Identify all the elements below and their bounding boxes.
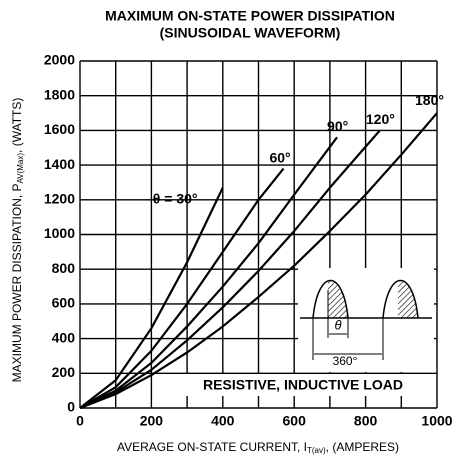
x-tick-label: 1000 bbox=[421, 413, 452, 429]
x-tick-label: 600 bbox=[283, 413, 307, 429]
y-label-end: , (WATTS) bbox=[10, 98, 24, 153]
y-tick-label: 1400 bbox=[44, 156, 75, 172]
chart-title: MAXIMUM ON-STATE POWER DISSIPATION bbox=[105, 8, 395, 24]
y-tick-label: 400 bbox=[52, 329, 76, 345]
curve bbox=[79, 112, 438, 410]
curve bbox=[79, 129, 381, 410]
x-label-end: , (AMPERES) bbox=[326, 440, 399, 454]
y-tick-label: 1000 bbox=[44, 225, 75, 241]
curve bbox=[79, 136, 338, 409]
y-tick-label: 600 bbox=[52, 295, 76, 311]
x-axis-label: AVERAGE ON-STATE CURRENT, IT(av), (AMPER… bbox=[117, 440, 399, 455]
curve-label: θ = 30° bbox=[153, 190, 198, 206]
x-label-main: AVERAGE ON-STATE CURRENT, I bbox=[117, 440, 307, 454]
x-tick-label: 800 bbox=[354, 413, 378, 429]
x-tick-label: 400 bbox=[211, 413, 235, 429]
curve bbox=[79, 187, 224, 409]
theta-label: θ bbox=[334, 317, 341, 332]
y-tick-label: 0 bbox=[67, 399, 75, 415]
load-label-background bbox=[172, 374, 434, 396]
curves: θ = 30° 60° 90° 120° 180° bbox=[79, 92, 444, 410]
y-tick-label: 1200 bbox=[44, 191, 75, 207]
curve-label: 180° bbox=[415, 92, 444, 108]
curve-label: 90° bbox=[327, 118, 348, 134]
y-tick-label: 1800 bbox=[44, 86, 75, 102]
x-label-sub: T(av) bbox=[307, 446, 326, 455]
period-label: 360° bbox=[333, 354, 358, 368]
curve-label: 120° bbox=[366, 111, 395, 127]
y-axis-label: MAXIMUM POWER DISSIPATION, PAV(Max), (WA… bbox=[10, 98, 25, 383]
curve bbox=[79, 167, 285, 409]
y-tick-label: 200 bbox=[52, 364, 76, 380]
x-tick-label: 0 bbox=[76, 413, 84, 429]
y-label-sub: AV(Max) bbox=[16, 153, 25, 184]
grid: 0 200 400 600 800 1000 1200 1400 1600 1800 2000 0 20… bbox=[44, 52, 453, 429]
load-annotation: RESISTIVE, INDUCTIVE LOAD bbox=[203, 377, 403, 393]
waveform-inset: θ 360° bbox=[298, 268, 434, 372]
y-label-main: MAXIMUM POWER DISSIPATION, P bbox=[10, 183, 24, 382]
y-tick-label: 800 bbox=[52, 260, 76, 276]
y-tick-label: 2000 bbox=[44, 52, 75, 68]
inset-background bbox=[298, 268, 434, 372]
x-tick-label: 200 bbox=[140, 413, 164, 429]
chart-subtitle: (SINUSOIDAL WAVEFORM) bbox=[160, 25, 341, 41]
curve-label: 60° bbox=[269, 149, 290, 165]
y-tick-label: 1600 bbox=[44, 121, 75, 137]
